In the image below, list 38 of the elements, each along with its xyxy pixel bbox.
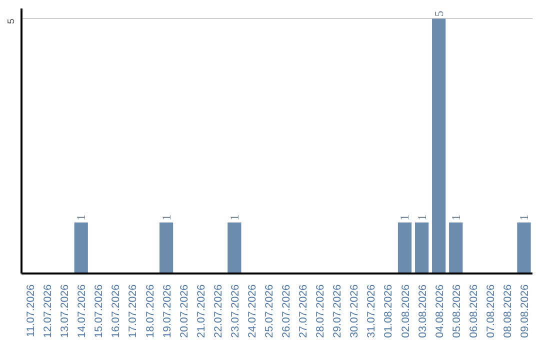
x-tick-label: 28.07.2026	[314, 284, 327, 338]
x-tick-label: 19.07.2026	[161, 284, 174, 338]
x-tick-label: 08.08.2026	[502, 284, 514, 338]
x-tick-label: 06.08.2026	[468, 284, 480, 338]
data-label: 1	[414, 214, 429, 221]
x-tick-label: 18.07.2026	[144, 284, 156, 338]
x-tick-label: 04.08.2026	[434, 284, 446, 338]
x-tick-label: 09.08.2026	[518, 284, 531, 338]
x-tick-label: 30.07.2026	[348, 284, 361, 338]
x-tick-label: 27.07.2026	[298, 284, 310, 338]
x-tick-label: 23.07.2026	[229, 284, 242, 338]
data-label: 1	[448, 214, 463, 221]
data-label: 1	[516, 214, 531, 221]
x-tick-label: 29.07.2026	[332, 284, 344, 338]
data-label: 1	[159, 214, 174, 221]
x-tick-label: 31.07.2026	[366, 284, 378, 338]
x-tick-label: 05.08.2026	[450, 284, 463, 338]
x-tick-label: 21.07.2026	[195, 284, 208, 338]
x-tick-label: 11.07.2026	[25, 284, 38, 338]
x-tick-label: 14.07.2026	[76, 284, 88, 338]
x-tick-label: 16.07.2026	[110, 284, 122, 338]
x-tick-label: 22.07.2026	[212, 284, 224, 338]
data-label: 1	[74, 214, 88, 221]
x-tick-label: 07.08.2026	[484, 284, 497, 338]
x-tick-label: 17.07.2026	[127, 284, 140, 338]
x-tick-label: 01.08.2026	[382, 284, 395, 338]
x-tick-label: 25.07.2026	[263, 284, 276, 338]
x-tick-label: 02.08.2026	[400, 284, 412, 338]
x-tick-label: 20.07.2026	[178, 284, 190, 338]
x-tick-label: 03.08.2026	[416, 284, 429, 338]
data-label: 1	[227, 214, 242, 221]
x-tick-label: 12.07.2026	[42, 284, 54, 338]
x-tick-label: 13.07.2026	[59, 284, 72, 338]
x-tick-label: 15.07.2026	[93, 284, 106, 338]
x-tick-label: 26.07.2026	[280, 284, 293, 338]
data-label: 1	[398, 214, 412, 221]
x-tick-label: 24.07.2026	[246, 284, 258, 338]
data-label: 5	[432, 10, 446, 17]
